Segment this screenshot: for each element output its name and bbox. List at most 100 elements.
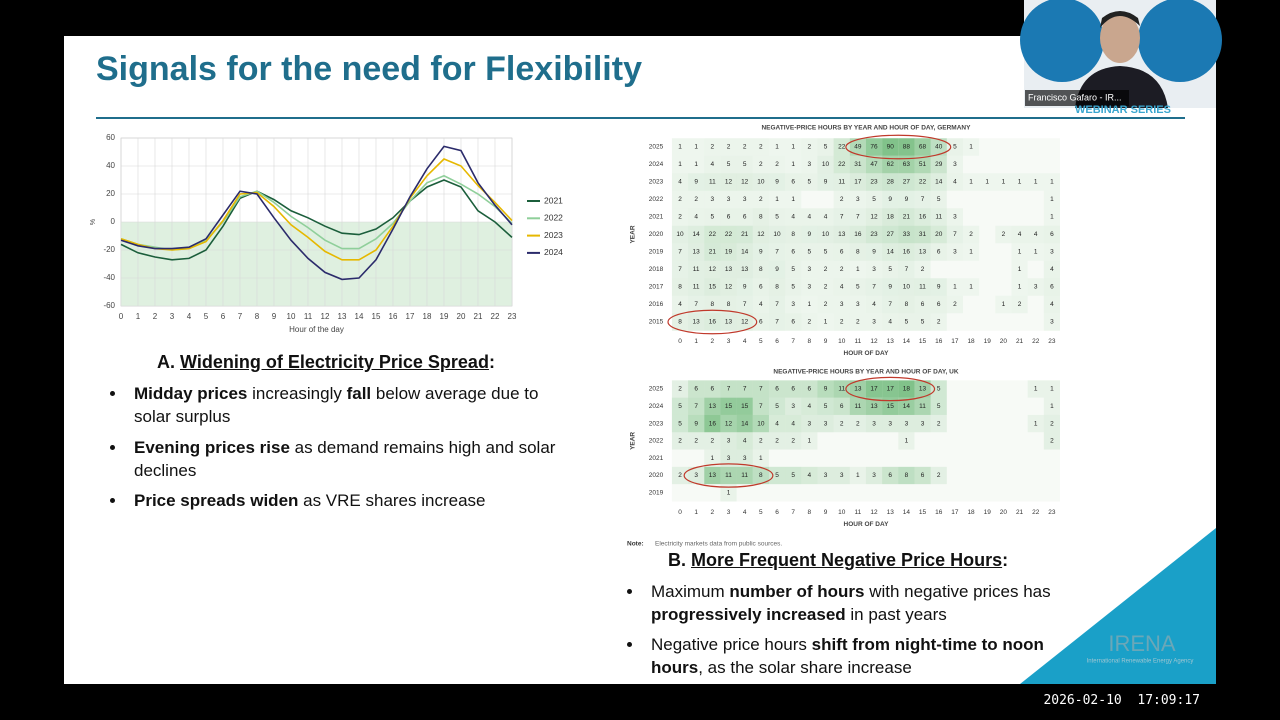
y-tick-label: 2017 [649,284,664,291]
y-tick-label: 2019 [649,249,664,256]
heat-cell [882,278,899,296]
heat-cell [849,295,866,314]
x-tick-label: 13 [887,338,895,345]
cell-label: 3 [808,266,812,273]
cell-label: 1 [985,179,989,186]
x-tick-label: 20 [457,312,466,321]
cell-label: 5 [905,319,909,326]
x-tick-label: 19 [440,312,449,321]
cell-label: 11 [693,266,700,273]
heat-cell [882,225,899,244]
heat-cell [752,260,769,279]
heat-cell [752,190,769,209]
heat-cell [720,313,737,331]
heat-cell [785,397,802,415]
heat-cell [849,397,866,415]
cell-label: 3 [808,161,812,168]
heat-cell [785,243,802,261]
x-tick-label: 13 [338,312,347,321]
heat-cell [720,190,737,209]
heat-cell [736,155,753,174]
heat-cell [1027,380,1044,398]
cell-label: 7 [921,196,925,203]
heat-cell [882,466,899,485]
heat-cell [865,260,883,279]
cell-label: 1 [791,144,795,151]
face [1100,13,1140,63]
x-tick-label: 19 [984,509,992,516]
heat-cell [898,208,915,226]
heat-cell [752,225,769,244]
cell-label: 4 [808,214,812,221]
x-tick-label: 9 [272,312,277,321]
y-tick-label: 2021 [649,214,664,221]
cell-label: 5 [937,386,941,393]
heat-cell [736,466,753,485]
cell-label: 3 [791,301,795,308]
cell-label: 1 [1034,386,1038,393]
cell-label: 31 [854,161,862,168]
cell-label: 22 [838,144,846,151]
heat-cell [833,225,850,244]
heat-cell [671,313,689,331]
heat-cell [801,155,818,174]
heat-cell [671,432,689,450]
heat-cell [1011,260,1028,279]
heat-cell [898,190,915,209]
heat-cell [817,380,834,398]
cell-label: 2 [727,144,731,151]
cell-label: 1 [1050,386,1054,393]
heat-cell [752,432,769,450]
cell-label: 1 [759,455,763,462]
cell-label: 18 [887,214,895,221]
x-tick-label: 1 [136,312,141,321]
cell-label: 6 [791,249,795,256]
cell-label: 47 [870,161,878,168]
cell-label: 63 [903,161,911,168]
heat-cell [914,380,931,398]
cell-label: 68 [919,144,927,151]
cell-label: 4 [953,179,957,186]
cell-label: 15 [741,403,749,410]
heat-cell [833,208,850,226]
cell-label: 14 [887,249,895,256]
cell-label: 4 [791,214,795,221]
cell-label: 13 [725,266,733,273]
legend-label: 2024 [544,247,563,257]
cell-label: 7 [888,301,892,308]
heat-cell [817,173,834,191]
y-tick-label: 20 [106,189,115,198]
cell-label: 9 [775,179,779,186]
cell-label: 3 [888,420,892,427]
heat-cell [752,155,769,174]
cell-label: 4 [711,161,715,168]
heat-cell [898,173,915,191]
series-line [120,179,513,261]
heat-cell [752,449,769,467]
cell-label: 4 [824,214,828,221]
cell-label: 6 [775,386,779,393]
cell-label: 9 [759,249,763,256]
heat-cell [882,414,899,433]
heat-cell [865,155,883,174]
heat-cell [833,466,850,485]
heat-cell [768,138,786,156]
heat-cell [946,138,963,156]
heat-cell [817,260,834,279]
cell-label: 1 [1002,179,1006,186]
cell-label: 3 [872,266,876,273]
heat-cell [785,173,802,191]
heat-cell [898,243,915,261]
cell-label: 5 [888,266,892,273]
heat-cell [962,225,980,244]
heat-cell [1027,278,1044,296]
heat-cell [801,380,818,398]
heat-cell [688,260,705,279]
cell-label: 11 [919,403,926,410]
cell-label: 1 [1034,249,1038,256]
heat-cell [752,313,769,331]
cell-label: 23 [870,179,878,186]
cell-label: 8 [905,472,909,479]
heat-cell [752,138,769,156]
cell-label: 3 [808,420,812,427]
